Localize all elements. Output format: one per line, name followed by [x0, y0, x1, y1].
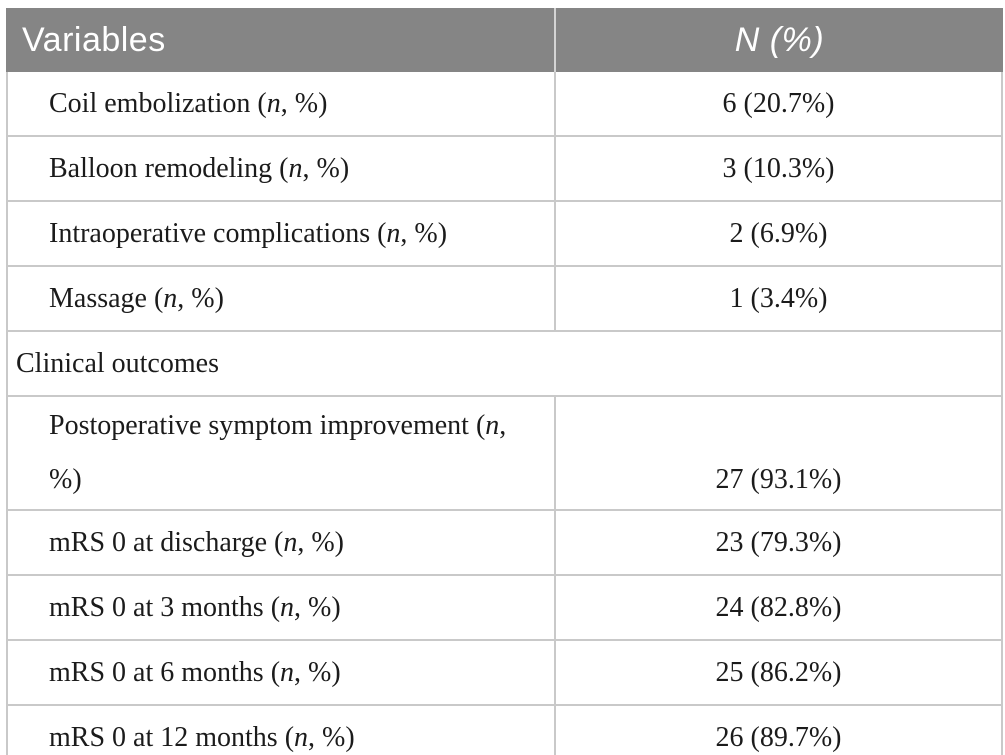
- section-label: Clinical outcomes: [6, 332, 1003, 397]
- row-label: Balloon remodeling (n, %): [6, 137, 554, 202]
- table-container: Variables N (%) Coil embolization (n, %)…: [6, 8, 1003, 755]
- row-label: mRS 0 at discharge (n, %): [6, 511, 554, 576]
- column-header-n-percent: N (%): [554, 8, 1003, 72]
- table-row: mRS 0 at discharge (n, %) 23 (79.3%): [6, 511, 1003, 576]
- header-row: Variables N (%): [6, 8, 1003, 72]
- table-row: Coil embolization (n, %) 6 (20.7%): [6, 72, 1003, 137]
- table-row: mRS 0 at 12 months (n, %) 26 (89.7%): [6, 706, 1003, 755]
- table-header: Variables N (%): [6, 8, 1003, 72]
- outcomes-table: Variables N (%) Coil embolization (n, %)…: [6, 8, 1003, 755]
- row-label: Intraoperative complications (n, %): [6, 202, 554, 267]
- column-header-variables: Variables: [6, 8, 554, 72]
- table-row: Balloon remodeling (n, %) 3 (10.3%): [6, 137, 1003, 202]
- row-label: Postoperative symptom improvement (n, %): [6, 397, 554, 511]
- row-label: mRS 0 at 3 months (n, %): [6, 576, 554, 641]
- table-body: Coil embolization (n, %) 6 (20.7%) Balloon…: [6, 72, 1003, 755]
- table-row: Postoperative symptom improvement (n, %)…: [6, 397, 1003, 511]
- row-label: mRS 0 at 6 months (n, %): [6, 641, 554, 706]
- table-row: mRS 0 at 3 months (n, %) 24 (82.8%): [6, 576, 1003, 641]
- row-value: 26 (89.7%): [554, 706, 1003, 755]
- row-value: 25 (86.2%): [554, 641, 1003, 706]
- table-row: Intraoperative complications (n, %) 2 (6.…: [6, 202, 1003, 267]
- row-value: 23 (79.3%): [554, 511, 1003, 576]
- row-value: 27 (93.1%): [554, 397, 1003, 511]
- row-value: 6 (20.7%): [554, 72, 1003, 137]
- row-label: Coil embolization (n, %): [6, 72, 554, 137]
- row-label: mRS 0 at 12 months (n, %): [6, 706, 554, 755]
- row-value: 2 (6.9%): [554, 202, 1003, 267]
- section-row: Clinical outcomes: [6, 332, 1003, 397]
- row-value: 24 (82.8%): [554, 576, 1003, 641]
- row-value: 1 (3.4%): [554, 267, 1003, 332]
- row-value: 3 (10.3%): [554, 137, 1003, 202]
- table-row: Massage (n, %) 1 (3.4%): [6, 267, 1003, 332]
- table-row: mRS 0 at 6 months (n, %) 25 (86.2%): [6, 641, 1003, 706]
- row-label: Massage (n, %): [6, 267, 554, 332]
